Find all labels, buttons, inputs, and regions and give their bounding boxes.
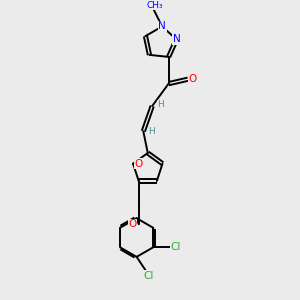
Text: H: H <box>148 127 155 136</box>
Text: N: N <box>172 34 180 44</box>
Text: O: O <box>188 74 196 84</box>
Text: H: H <box>157 100 164 109</box>
Text: CH₃: CH₃ <box>146 1 163 10</box>
Text: Cl: Cl <box>143 271 154 281</box>
Text: N: N <box>158 22 166 32</box>
Text: O: O <box>134 159 142 169</box>
Text: Cl: Cl <box>170 242 181 252</box>
Text: O: O <box>129 219 137 229</box>
